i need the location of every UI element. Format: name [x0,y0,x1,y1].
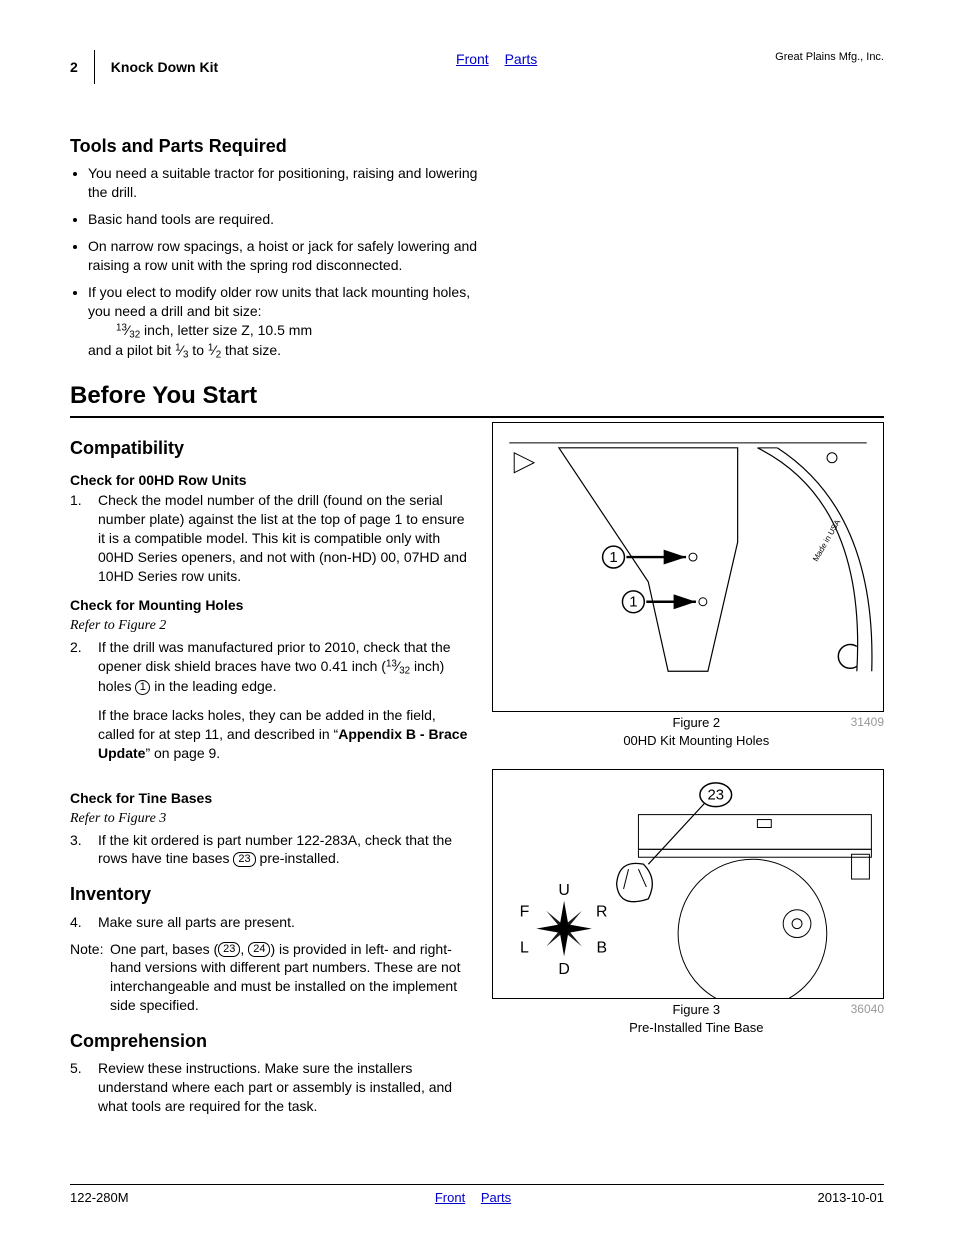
figure-2-caption-row: Figure 2 00HD Kit Mounting Holes 31409 [492,714,884,749]
two-column-region: Compatibility Check for 00HD Row Units 1… [70,422,884,1124]
fraction-13-32: 13⁄32 [386,658,410,674]
made-in-usa: Made in USA [811,518,843,564]
tools-subline: 13⁄32 inch, letter size Z, 10.5 mm [116,321,488,342]
page-number: 2 [70,58,78,77]
callout-23-icon: 23 [233,852,255,867]
parts-link[interactable]: Parts [505,51,538,67]
figure-2-caption: Figure 2 00HD Kit Mounting Holes [542,714,851,749]
step-body: If the kit ordered is part number 122-28… [98,831,470,869]
figure-3-box: 23 U D L R F B [492,769,884,999]
tools-text: If you elect to modify older row units t… [88,284,470,319]
step-1: 1. Check the model number of the drill (… [70,491,470,585]
svg-text:D: D [558,962,569,979]
front-link[interactable]: Front [456,51,489,67]
company-name: Great Plains Mfg., Inc. [775,50,884,65]
tools-item: On narrow row spacings, a hoist or jack … [88,237,488,275]
tools-list: You need a suitable tractor for position… [88,164,488,362]
fraction-1-2: 1⁄2 [208,342,221,358]
note-body: One part, bases (23, 24) is provided in … [110,940,470,1016]
callout-24-icon: 24 [248,942,270,957]
figure-2-box: 1 1 Made in USA [492,422,884,712]
comprehension-heading: Comprehension [70,1029,470,1053]
figure-3-id: 36040 [851,1001,884,1017]
header-divider [94,50,95,84]
footer-doc-id: 122-280M [70,1189,129,1207]
fraction-13-32: 13⁄32 [116,322,140,338]
svg-text:L: L [520,940,529,957]
header-left: 2 Knock Down Kit [70,50,218,84]
step-number: 4. [70,913,98,932]
step-number: 1. [70,491,98,585]
step-number: 2. [70,638,98,763]
step-body: If the drill was manufactured prior to 2… [98,638,470,763]
callout-1-icon: 1 [135,680,150,695]
compatibility-heading: Compatibility [70,436,470,460]
refer-figure-2: Refer to Figure 2 [70,617,470,636]
step-number: 5. [70,1059,98,1116]
svg-text:F: F [520,904,530,921]
step-2: 2. If the drill was manufactured prior t… [70,638,470,763]
fig2-callout: 1 [609,550,617,566]
check-mounting-heading: Check for Mounting Holes [70,596,470,615]
svg-text:R: R [596,904,607,921]
step-5: 5. Review these instructions. Make sure … [70,1059,470,1116]
footer-nav: Front Parts [429,1189,517,1207]
inventory-note: Note: One part, bases (23, 24) is provid… [70,940,470,1016]
page-footer: 122-280M Front Parts 2013-10-01 [70,1184,884,1207]
tools-item: If you elect to modify older row units t… [88,283,488,362]
refer-figure-3: Refer to Figure 3 [70,810,470,829]
parts-link[interactable]: Parts [481,1190,511,1205]
figure-2-block: 1 1 Made in USA Figure 2 00HD Kit Mounti… [492,422,884,749]
figure-2-id: 31409 [851,714,884,730]
fig3-callout: 23 [707,788,724,804]
step-body: Make sure all parts are present. [98,913,470,932]
svg-text:B: B [596,940,607,957]
left-column: Compatibility Check for 00HD Row Units 1… [70,422,470,1124]
figure-3-caption-row: Figure 3 Pre-Installed Tine Base 36040 [492,1001,884,1036]
before-heading: Before You Start [70,380,884,418]
note-label: Note: [70,940,110,1016]
step-body: Review these instructions. Make sure the… [98,1059,470,1116]
page-header: 2 Knock Down Kit Front Parts Great Plain… [70,50,884,84]
step-number: 3. [70,831,98,869]
tools-item: You need a suitable tractor for position… [88,164,488,202]
check-row-units-heading: Check for 00HD Row Units [70,471,470,490]
header-nav: Front Parts [218,50,775,69]
callout-23-icon: 23 [218,942,240,957]
footer-date: 2013-10-01 [817,1189,884,1207]
step-body: Check the model number of the drill (fou… [98,491,470,585]
figure-3-block: 23 U D L R F B [492,769,884,1036]
fraction-1-3: 1⁄3 [175,342,188,358]
step-4: 4. Make sure all parts are present. [70,913,470,932]
kit-title: Knock Down Kit [111,58,218,77]
compass-icon: U D L R F B [520,882,608,978]
figure-2-svg: 1 1 Made in USA [493,423,883,711]
figure-3-caption: Figure 3 Pre-Installed Tine Base [542,1001,851,1036]
front-link[interactable]: Front [435,1190,465,1205]
fig2-callout: 1 [629,595,637,611]
check-tine-heading: Check for Tine Bases [70,789,470,808]
right-column: 1 1 Made in USA Figure 2 00HD Kit Mounti… [492,422,884,1036]
step-3: 3. If the kit ordered is part number 122… [70,831,470,869]
tools-heading: Tools and Parts Required [70,134,884,158]
tools-subline: and a pilot bit 1⁄3 to 1⁄2 that size. [88,341,488,362]
svg-text:U: U [558,882,569,899]
inventory-heading: Inventory [70,882,470,906]
tools-item: Basic hand tools are required. [88,210,488,229]
figure-3-svg: 23 U D L R F B [493,770,883,998]
